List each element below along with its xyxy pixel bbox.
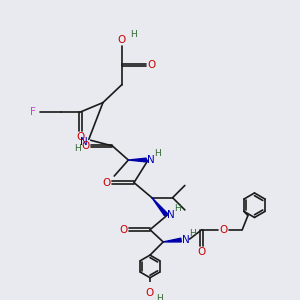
Text: O: O [119,225,128,235]
Polygon shape [163,238,181,242]
Text: O: O [219,225,228,235]
Text: O: O [103,178,111,188]
Text: O: O [81,141,89,151]
Text: O: O [118,35,126,46]
Text: N: N [147,155,155,165]
Text: H: H [74,144,81,153]
Polygon shape [152,198,167,216]
Text: H: H [130,30,136,39]
Polygon shape [128,158,146,162]
Text: N: N [80,137,88,147]
Text: O: O [198,247,206,257]
Text: O: O [148,60,156,70]
Text: H: H [189,229,196,238]
Text: H: H [156,294,163,300]
Text: O: O [76,132,85,142]
Text: O: O [146,288,154,298]
Text: H: H [174,203,181,212]
Text: N: N [182,235,190,245]
Text: N: N [167,210,175,220]
Text: H: H [154,149,161,158]
Text: F: F [30,107,36,117]
